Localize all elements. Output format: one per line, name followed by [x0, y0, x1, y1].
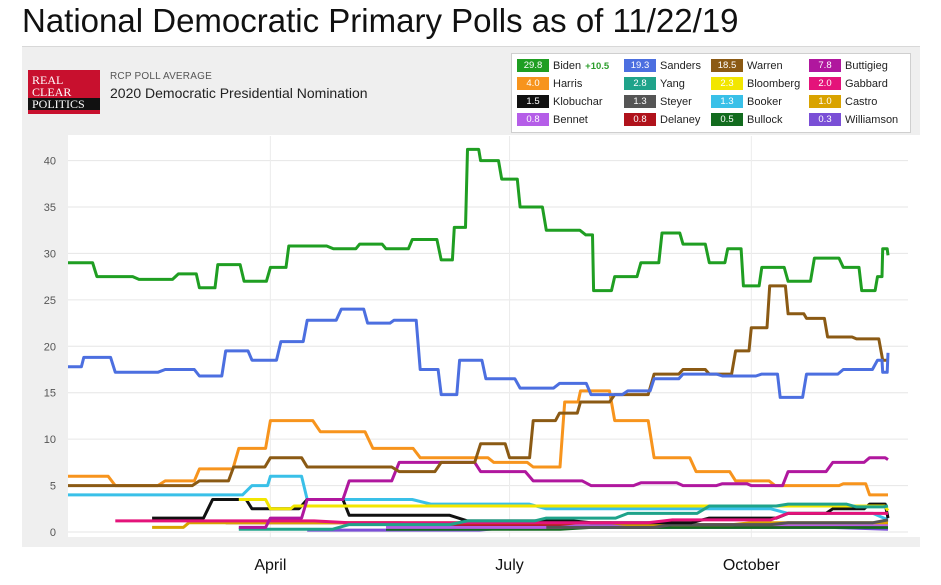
series-line-sanders: [68, 307, 890, 399]
y-tick-label: 10: [44, 434, 56, 446]
legend-value: 0.5: [711, 113, 743, 126]
y-tick-label: 40: [44, 156, 56, 168]
legend-item-booker: 1.3 Booker: [711, 95, 782, 109]
legend-value: 1.3: [624, 95, 656, 108]
rcp-logo: REAL CLEAR POLITICS: [28, 70, 100, 114]
chart-title: 2020 Democratic Presidential Nomination: [110, 85, 368, 101]
x-tick-label: April: [254, 557, 286, 574]
legend-item-yang: 2.8 Yang: [624, 77, 685, 91]
chart-subtitle: RCP POLL AVERAGE: [110, 71, 212, 82]
y-tick-label: 0: [50, 527, 56, 539]
legend-value: 19.3: [624, 59, 656, 72]
legend-item-williamson: 0.3 Williamson: [809, 113, 898, 127]
legend-item-warren: 18.5 Warren: [711, 59, 783, 73]
legend-label: Warren: [747, 60, 783, 72]
series-line-bennet: [386, 523, 888, 529]
legend-value: 7.8: [809, 59, 841, 72]
legend-value: 2.0: [809, 77, 841, 90]
x-tick-label: July: [495, 557, 523, 574]
legend-label: Sanders: [660, 60, 701, 72]
logo-line-1: REAL: [32, 73, 64, 87]
legend-label: Gabbard: [845, 78, 888, 90]
legend-label: Williamson: [845, 114, 899, 126]
legend-label: Bloomberg: [747, 78, 801, 90]
legend-item-buttigieg: 7.8 Buttigieg: [809, 59, 888, 73]
legend-label: Castro: [845, 96, 878, 108]
legend-value: 0.3: [809, 113, 841, 126]
y-tick-label: 35: [44, 202, 56, 214]
series-line-yang: [238, 502, 889, 531]
legend-item-bullock: 0.5 Bullock: [711, 113, 782, 127]
legend-item-delaney: 0.8 Delaney: [624, 113, 700, 127]
series-line-gabbard: [115, 511, 888, 525]
legend-value: 1.0: [809, 95, 841, 108]
legend-item-steyer: 1.3 Steyer: [624, 95, 692, 109]
legend-label: Bullock: [747, 114, 783, 126]
legend-value: 2.3: [711, 77, 743, 90]
series-line-steyer: [546, 518, 889, 529]
legend-item-klobuchar: 1.5 Klobuchar: [517, 95, 603, 109]
legend-item-bloomberg: 2.3 Bloomberg: [711, 77, 800, 91]
legend-item-castro: 1.0 Castro: [809, 95, 877, 109]
legend-value: 0.8: [517, 113, 549, 126]
legend-label: Biden: [553, 60, 582, 72]
page-title: National Democratic Primary Polls as of …: [22, 2, 739, 39]
legend-value: 1.3: [711, 95, 743, 108]
legend-label: Klobuchar: [553, 96, 603, 108]
legend-value: 2.8: [624, 77, 656, 90]
legend-item-gabbard: 2.0 Gabbard: [809, 77, 888, 91]
legend-label: Yang: [660, 78, 685, 90]
logo-line-3: POLITICS: [28, 98, 100, 110]
y-tick-label: 30: [44, 248, 56, 260]
legend-item-biden: 29.8 Biden +10.5: [517, 59, 609, 73]
legend-value: 0.8: [624, 113, 656, 126]
legend-value: 18.5: [711, 59, 743, 72]
legend-value: 29.8: [517, 59, 549, 72]
y-tick-label: 20: [44, 341, 56, 353]
legend-spread: +10.5: [585, 61, 610, 72]
legend-item-sanders: 19.3 Sanders: [624, 59, 701, 73]
legend-label: Booker: [747, 96, 782, 108]
y-tick-label: 5: [50, 481, 56, 493]
legend: 29.8 Biden +10.5 19.3 Sanders 18.5 Warren 7.8 Bu…: [511, 53, 911, 133]
legend-label: Buttigieg: [845, 60, 888, 72]
y-tick-label: 15: [44, 388, 56, 400]
legend-label: Bennet: [553, 114, 588, 126]
legend-item-harris: 4.0 Harris: [517, 77, 582, 91]
legend-item-bennet: 0.8 Bennet: [517, 113, 588, 127]
legend-value: 4.0: [517, 77, 549, 90]
series-line-harris: [68, 389, 888, 497]
series-line-klobuchar: [152, 498, 890, 525]
logo-line-2: CLEAR: [32, 85, 72, 99]
series-line-warren: [68, 284, 889, 488]
series-line-biden: [68, 147, 890, 293]
legend-label: Steyer: [660, 96, 692, 108]
legend-value: 1.5: [517, 95, 549, 108]
legend-label: Harris: [553, 78, 583, 90]
y-tick-label: 25: [44, 295, 56, 307]
series-line-buttigieg: [238, 456, 889, 529]
x-tick-label: October: [723, 557, 781, 574]
series-line-booker: [68, 474, 889, 522]
legend-label: Delaney: [660, 114, 701, 126]
